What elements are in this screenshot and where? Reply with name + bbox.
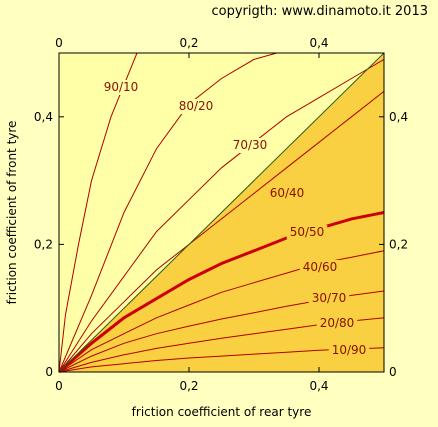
y-tick-label-left: 0,4 [34,110,53,124]
y-tick-label-right: 0,2 [389,237,408,251]
curve-label-60-40: 60/40 [270,186,305,200]
curve-label-bg [286,225,328,240]
curve-label-bg [100,80,142,95]
curve-labels-group: 90/10 80/20 70/30 60/40 50/50 40/60 30/70 20/80… [100,80,370,358]
x-tick-label-top: 0 [55,36,63,50]
diagonal-line [58,52,385,373]
curve-label-10-90: 10/90 [332,343,367,357]
ticks-group: 000,20,20,40,40 00,2 0,20,4 0,4 [34,36,408,393]
y-tick-label-right: 0 [389,365,397,379]
curve-label-80-20: 80/20 [179,99,214,113]
x-axis-label: friction coefficient of rear tyre [132,405,312,419]
x-tick-label-top: 0,2 [179,36,198,50]
curve-label-70-30: 70/30 [233,138,268,152]
curve-label-40-60: 40/60 [303,260,338,274]
x-tick-label-bottom: 0 [55,379,63,393]
curve-label-bg [308,291,350,306]
plot-border [58,52,385,373]
y-axis-label: friction coefficient of front tyre [5,121,19,305]
curve-90-10 [58,52,138,373]
curve-label-bg [175,99,217,114]
y-tick-label-right: 0,4 [389,110,408,124]
curve-label-bg [328,343,370,358]
y-tick-label-left: 0,2 [34,237,53,251]
curve-label-bg [266,186,308,201]
curve-label-bg [229,138,271,153]
x-tick-label-bottom: 0,2 [179,379,198,393]
x-tick-label-top: 0,4 [309,36,328,50]
curve-70-30 [58,58,385,373]
y-tick-label-left: 0 [45,365,53,379]
copyright-text: copyrigth: www.dinamoto.it 2013 [211,4,428,19]
curve-label-bg [299,260,341,275]
curve-label-bg [316,316,358,331]
curve-label-20-80: 20/80 [320,316,355,330]
curve-80-20 [58,52,277,373]
curve-label-90-10: 90/10 [104,80,139,94]
curve-60-40 [58,90,385,373]
curve-label-30-70: 30/70 [312,291,347,305]
curve-label-50-50: 50/50 [290,225,325,239]
curve-50-50 [58,211,385,374]
x-tick-label-bottom: 0,4 [309,379,328,393]
